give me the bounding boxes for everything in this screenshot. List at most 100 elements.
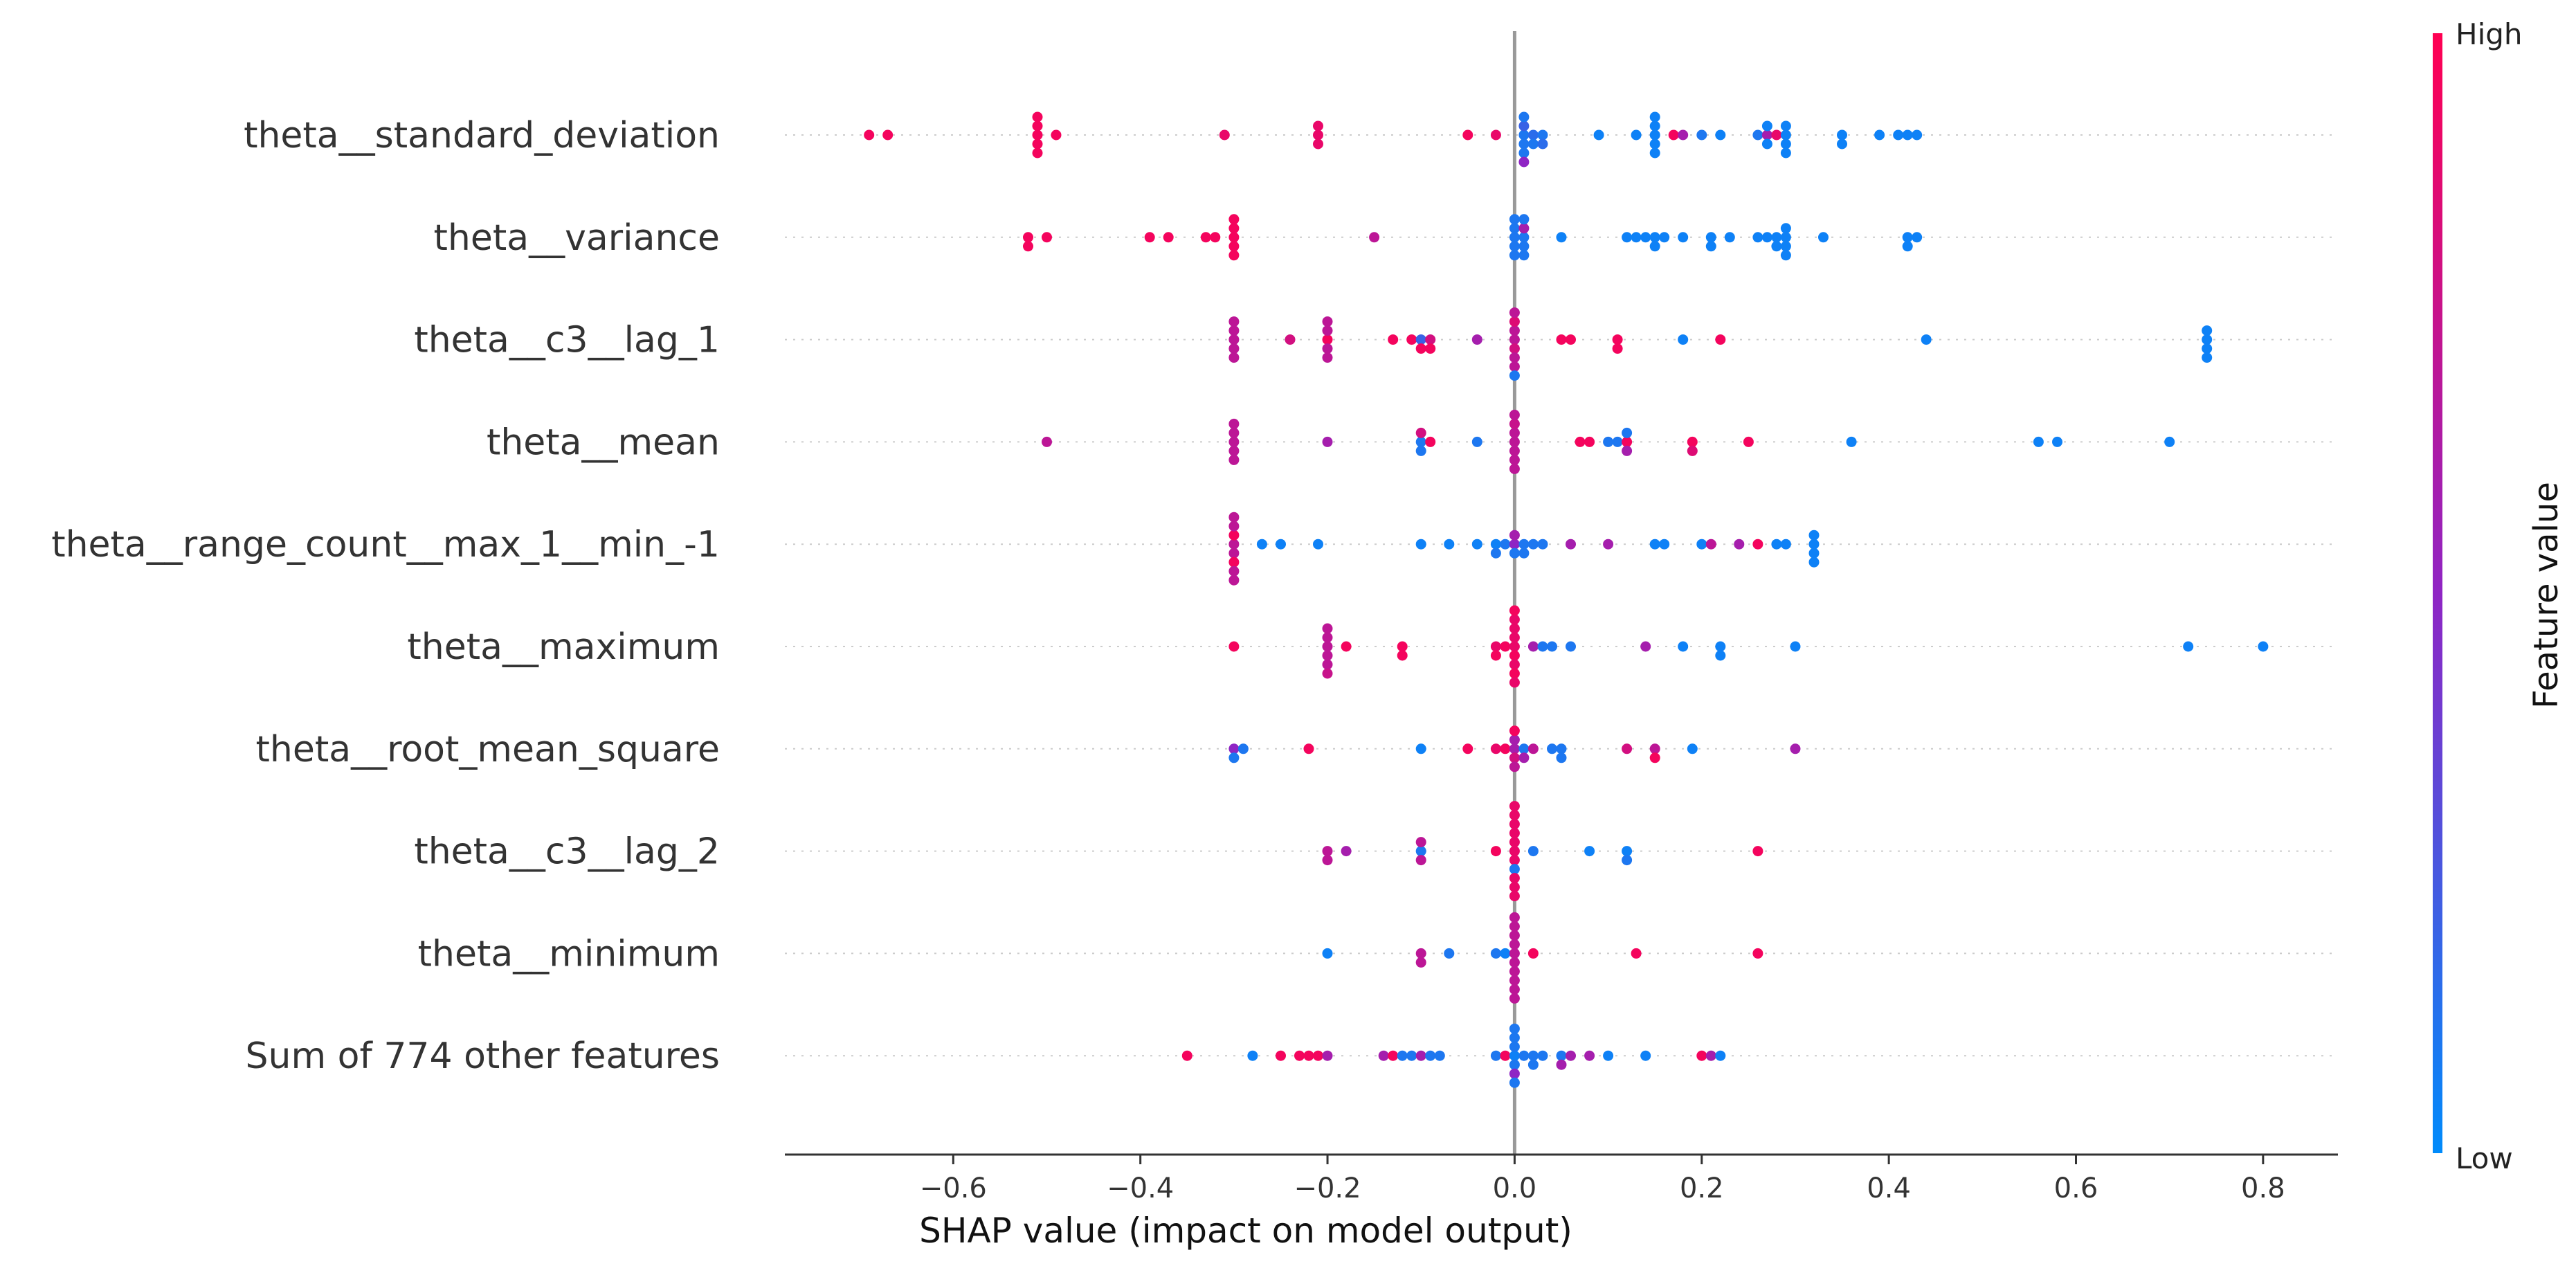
shap-point [1678, 232, 1689, 243]
shap-point [1547, 641, 1557, 652]
shap-point [1509, 370, 1520, 381]
shap-point [1687, 436, 1698, 447]
shap-point [1752, 539, 1763, 550]
shap-point [1912, 129, 1923, 141]
shap-point [1874, 129, 1885, 141]
shap-point [1509, 241, 1520, 252]
shap-point [1509, 912, 1520, 923]
shap-point [1051, 129, 1062, 141]
shap-point [1509, 343, 1520, 354]
shap-point [1649, 752, 1660, 763]
shap-point [1228, 325, 1240, 336]
shap-point [1518, 111, 1530, 123]
shap-point [1406, 1050, 1417, 1061]
shap-point [1032, 129, 1043, 141]
x-tick-label: 0.6 [2054, 1173, 2098, 1204]
shap-point [1509, 214, 1520, 225]
shap-point [1509, 948, 1520, 959]
shap-point [1678, 129, 1689, 141]
shap-point [1313, 120, 1323, 132]
shap-point [1509, 307, 1520, 318]
x-tick-label: 0.8 [2241, 1173, 2285, 1204]
shap-point [1500, 1050, 1511, 1061]
shap-point [1603, 539, 1614, 550]
shap-point [1603, 1050, 1614, 1061]
shap-point [1808, 557, 1820, 568]
shap-point [1715, 1050, 1726, 1061]
shap-point [1593, 129, 1604, 141]
shap-point [1509, 828, 1520, 839]
shap-point [1228, 436, 1240, 447]
shap-point [1490, 548, 1501, 559]
shap-point [2202, 325, 2213, 336]
shap-point [1649, 539, 1660, 550]
shap-point [1378, 1050, 1389, 1061]
shap-point [1509, 445, 1520, 456]
shap-point [1313, 1050, 1323, 1061]
shap-point [1237, 743, 1249, 754]
shap-point [1837, 138, 1847, 150]
feature-label: theta__range_count__max_1__min_-1 [51, 524, 720, 566]
shap-point [1518, 120, 1530, 132]
shap-point [1509, 930, 1520, 941]
shap-point [1622, 445, 1633, 456]
shap-point [1649, 743, 1660, 754]
shap-point [1042, 436, 1052, 447]
shap-point [1490, 846, 1501, 857]
shap-point [1509, 846, 1520, 857]
shap-point [1509, 975, 1520, 986]
shap-point [1313, 539, 1323, 550]
shap-point [1228, 343, 1240, 354]
shap-point [1631, 232, 1642, 243]
shap-point [1566, 641, 1576, 652]
shap-point [2183, 641, 2194, 652]
shap-point [1678, 334, 1689, 345]
shap-point [1490, 948, 1501, 959]
shap-point [1397, 1050, 1408, 1061]
shap-point [1612, 343, 1623, 354]
shap-point [1518, 752, 1530, 763]
feature-labels: theta__standard_deviation theta__variance… [51, 115, 720, 1077]
shap-point [1322, 632, 1333, 643]
shap-point [1415, 436, 1426, 447]
shap-point [1509, 632, 1520, 643]
shap-point [1509, 436, 1520, 447]
feature-label: theta__standard_deviation [244, 115, 720, 156]
shap-point [1322, 650, 1333, 661]
shap-point [1575, 436, 1586, 447]
shap-point [1518, 129, 1530, 141]
shap-point [1518, 223, 1530, 234]
shap-point [1622, 743, 1633, 754]
shap-point [1771, 539, 1782, 550]
shap-point [1761, 138, 1772, 150]
shap-point [1527, 138, 1539, 150]
shap-point [1397, 650, 1408, 661]
shap-point [1415, 445, 1426, 456]
shap-point [1462, 129, 1473, 141]
shap-point [1415, 427, 1426, 438]
shap-point [1649, 111, 1660, 123]
shap-point [1509, 409, 1520, 420]
shap-point [1509, 659, 1520, 670]
shap-point [1771, 232, 1782, 243]
feature-label: theta__minimum [418, 933, 720, 975]
shap-point [1228, 539, 1240, 550]
shap-point [1322, 334, 1333, 345]
feature-label: theta__c3__lag_2 [414, 831, 720, 873]
shap-point [1649, 241, 1660, 252]
shap-point [1228, 530, 1240, 541]
feature-label: theta__mean [487, 422, 720, 463]
shap-point [1509, 966, 1520, 977]
shap-point [1509, 864, 1520, 875]
shap-point [1032, 138, 1043, 150]
shap-point [1509, 1059, 1520, 1070]
shap-point [1228, 250, 1240, 261]
colorbar-title: Feature value [2527, 482, 2566, 709]
shap-point [1415, 837, 1426, 848]
shap-point [1509, 677, 1520, 688]
shap-point [1490, 129, 1501, 141]
shap-point [1509, 855, 1520, 866]
shap-point [1023, 232, 1033, 243]
